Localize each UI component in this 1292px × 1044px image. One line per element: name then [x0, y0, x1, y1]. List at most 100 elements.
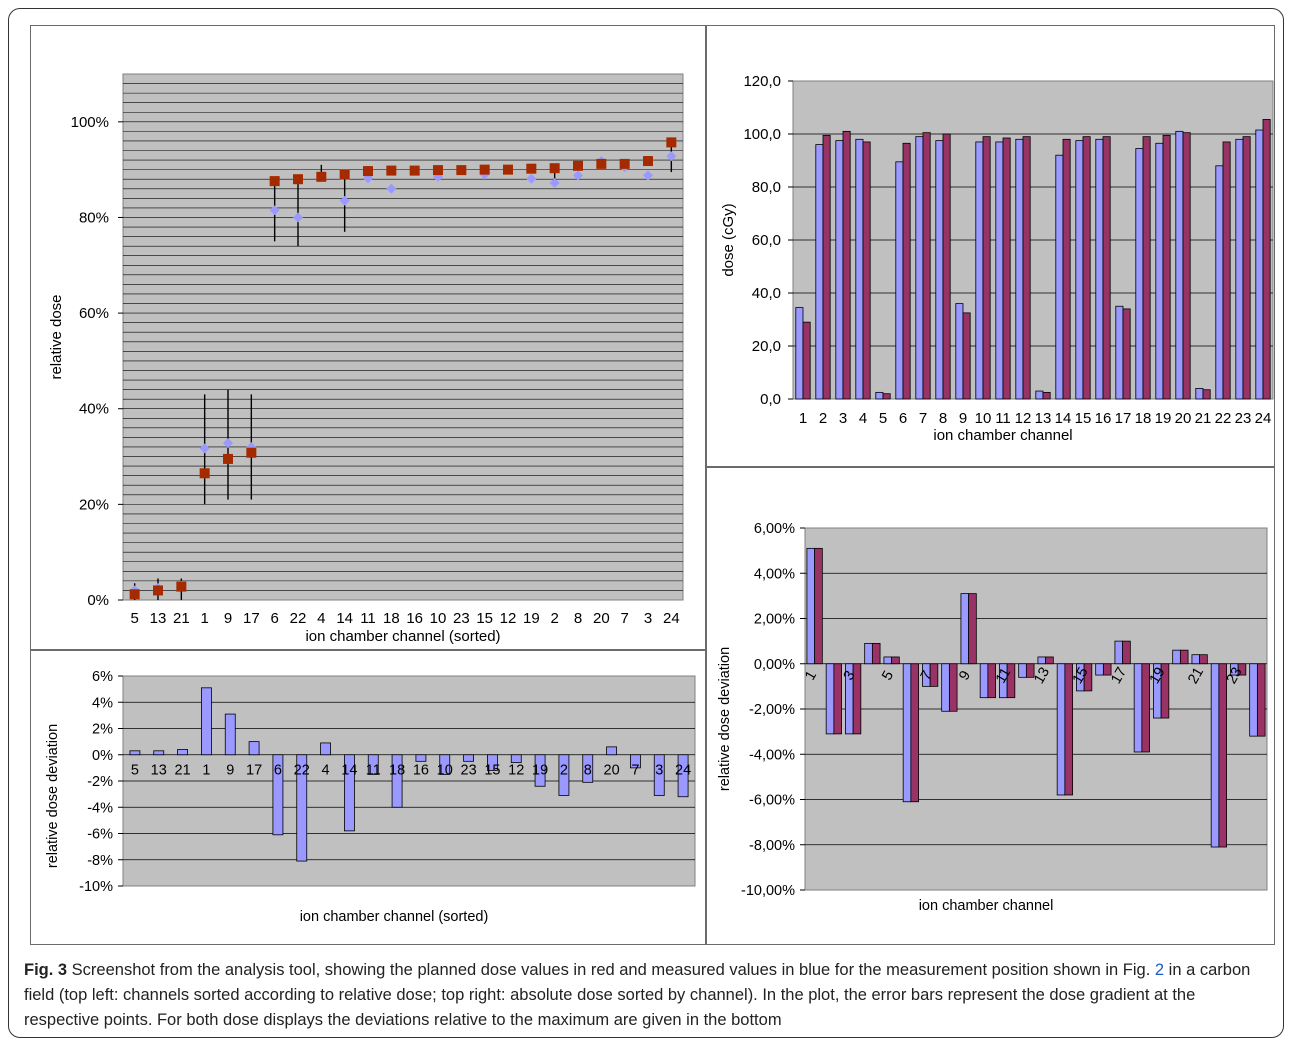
measured-deviation-bar — [1249, 663, 1258, 737]
x-tick-label: 16 — [1095, 410, 1112, 427]
planned-bar — [802, 321, 811, 400]
y-tick-label: 4% — [92, 695, 113, 711]
measured-bar — [1075, 140, 1084, 400]
y-axis-label: relative dose — [48, 294, 65, 379]
measured-bar — [995, 141, 1004, 400]
figure-link[interactable]: 2 — [1154, 961, 1165, 979]
deviation-bar — [248, 741, 260, 756]
planned-point — [199, 468, 210, 479]
planned-point — [456, 165, 467, 176]
deviation-bar — [653, 754, 665, 796]
measured-point — [293, 212, 303, 223]
x-tick-label: 5 — [130, 610, 138, 627]
deviation-bar — [510, 754, 522, 764]
deviation-bar — [630, 754, 641, 769]
x-tick-label: 17 — [246, 762, 262, 778]
deviation-chart: -10,00% -8,00% -6,00% -4,00% -2,00% 0,00% 2,00… — [717, 521, 1268, 914]
measured-point — [549, 178, 560, 189]
x-tick-label: 8 — [574, 610, 582, 627]
y-tick-label: -6,00% — [749, 793, 795, 809]
x-tick-label: 13 — [151, 762, 167, 778]
planned-bar — [1122, 308, 1131, 400]
planned-deviation-bar — [1237, 663, 1247, 676]
x-tick-label: 15 — [1070, 665, 1092, 687]
deviation-bar — [558, 754, 570, 796]
y-axis-label: relative dose deviation — [45, 724, 61, 868]
panel-deviation: -10,00% -8,00% -6,00% -4,00% -2,00% 0,00% 2,00… — [706, 467, 1275, 945]
measured-point — [269, 205, 280, 216]
y-axis-label: dose (cGy) — [720, 203, 737, 276]
planned-deviation-bar — [891, 656, 900, 665]
measured-bar — [935, 140, 944, 400]
planned-point — [409, 165, 420, 176]
x-axis-label: ion chamber channel — [933, 427, 1072, 444]
planned-deviation-bar — [1160, 663, 1170, 719]
planned-point — [269, 176, 280, 187]
x-tick-label: 22 — [290, 610, 307, 627]
y-tick-label: -4% — [87, 800, 113, 816]
deviation-bar — [415, 754, 427, 762]
x-tick-label: 10 — [437, 762, 453, 778]
y-tick-label: 60% — [79, 305, 109, 322]
y-tick-label: 6,00% — [754, 521, 795, 537]
planned-point — [129, 589, 140, 600]
x-axis-label: ion chamber channel — [919, 898, 1054, 914]
planned-deviation-bar — [948, 663, 958, 712]
y-tick-label: -2,00% — [749, 702, 795, 718]
x-tick-label: 21 — [1195, 410, 1212, 427]
x-tick-label: 17 — [1115, 410, 1132, 427]
planned-point — [503, 164, 513, 175]
x-tick-label: 11 — [995, 410, 1011, 427]
y-tick-label: 40% — [79, 401, 109, 418]
measured-bar — [1255, 129, 1264, 400]
planned-point — [339, 169, 350, 180]
measured-point — [526, 173, 537, 184]
x-tick-label: 12 — [500, 610, 517, 627]
deviation-bar — [367, 754, 379, 775]
deviation-bar — [153, 750, 165, 756]
planned-point — [176, 581, 187, 592]
y-tick-label: -8,00% — [749, 838, 795, 854]
measured-point — [573, 170, 583, 181]
planned-deviation-bar — [987, 663, 996, 699]
x-tick-label: 24 — [663, 610, 680, 627]
planned-point — [433, 165, 443, 176]
deviation-bar — [463, 754, 474, 762]
x-tick-label: 22 — [294, 762, 310, 778]
planned-deviation-bar — [1256, 663, 1266, 737]
y-axis-label: relative dose deviation — [717, 647, 733, 791]
x-tick-label: 11 — [360, 610, 376, 627]
x-tick-label: 19 — [1147, 665, 1169, 687]
measured-deviation-bar — [902, 663, 912, 803]
y-tick-label: 80,0 — [752, 179, 781, 196]
planned-bar — [1022, 136, 1031, 400]
planned-point — [596, 158, 607, 169]
x-tick-label: 24 — [675, 762, 691, 778]
x-tick-label: 8 — [584, 762, 592, 778]
y-tick-label: 100,0 — [743, 126, 781, 143]
x-tick-label: 24 — [1255, 410, 1272, 427]
planned-deviation-bar — [1122, 640, 1131, 665]
measured-point — [339, 195, 350, 206]
measured-bar — [1055, 154, 1064, 400]
y-tick-label: 120,0 — [743, 73, 781, 90]
planned-deviation-bar — [910, 663, 919, 803]
measured-deviation-bar — [960, 593, 970, 665]
measured-bar — [1135, 148, 1144, 400]
x-tick-label: 9 — [226, 762, 234, 778]
planned-deviation-bar — [852, 663, 862, 735]
x-tick-label: 21 — [175, 762, 191, 778]
x-tick-label: 12 — [1015, 410, 1032, 427]
planned-point — [153, 585, 163, 596]
y-tick-label: 2,00% — [754, 612, 795, 628]
y-tick-label: -10,00% — [741, 883, 795, 899]
x-tick-label: 19 — [1155, 410, 1172, 427]
planned-bar — [982, 136, 991, 400]
y-tick-label: 0,00% — [754, 657, 795, 673]
planned-bar — [1042, 391, 1051, 400]
measured-deviation-bar — [941, 663, 950, 712]
measured-bar — [895, 161, 904, 400]
panel-sorted-dose: 0% 20% 40% 60% 80% 100% 5 13 21 1 9 17 6 22 4 14 11 18 16 1… — [30, 25, 706, 650]
x-tick-label: 4 — [859, 410, 867, 427]
measured-deviation-bar — [979, 663, 989, 699]
